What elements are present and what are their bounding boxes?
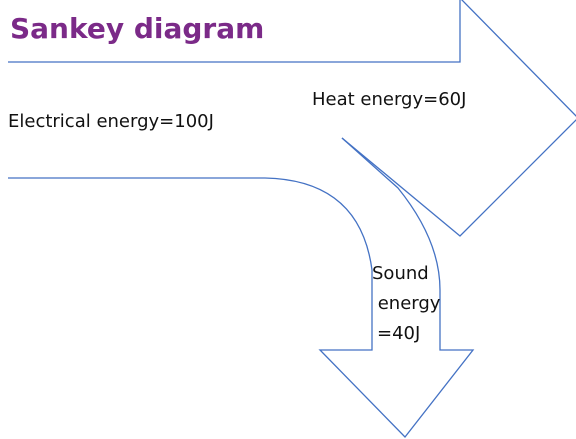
sound-arrow-outer xyxy=(8,137,475,438)
title: Sankey diagram xyxy=(10,12,264,45)
sound-label: energy xyxy=(372,293,441,314)
sound-label: Sound xyxy=(372,263,429,284)
sound-label: =40J xyxy=(377,323,420,344)
heat-arrow-outline xyxy=(8,0,576,237)
electrical-label: Electrical energy=100J xyxy=(8,111,214,132)
heat-label: Heat energy=60J xyxy=(312,89,466,110)
